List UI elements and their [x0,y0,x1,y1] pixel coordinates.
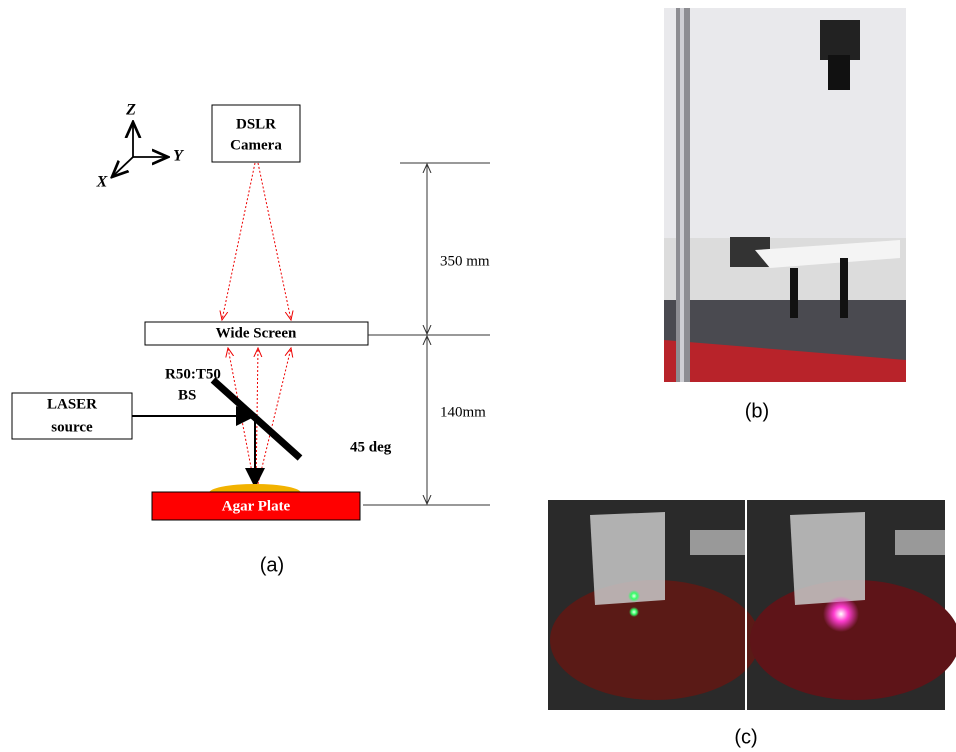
distance-label: 140mm [440,404,486,420]
axes [112,122,168,177]
panel-c: (c) [548,500,956,748]
laser-label: LASER [47,396,97,412]
screen-label: Wide Screen [216,325,297,341]
camera-box [212,105,300,162]
axis-label: Z [125,102,136,119]
distance-label: 350 mm [440,253,490,269]
axis-label: X [96,174,108,191]
caption: (c) [734,726,757,748]
camera-label: Camera [230,137,282,153]
angle-label: 45 deg [350,439,392,455]
laser-beam [132,416,255,486]
caption: (a) [260,554,284,576]
splitter-label: BS [178,387,196,403]
splitter-label: R50:T50 [165,366,221,382]
axis-label: Y [173,148,184,165]
panel-a: Z Y X DSLR Camera Wide Screen R50:T50 BS… [12,102,490,577]
laser-label: source [51,419,93,435]
plate-label: Agar Plate [222,498,291,514]
panel-b: (b) [664,8,906,422]
figure: Z Y X DSLR Camera Wide Screen R50:T50 BS… [0,0,956,752]
caption: (b) [745,400,769,422]
camera-label: DSLR [236,116,276,132]
